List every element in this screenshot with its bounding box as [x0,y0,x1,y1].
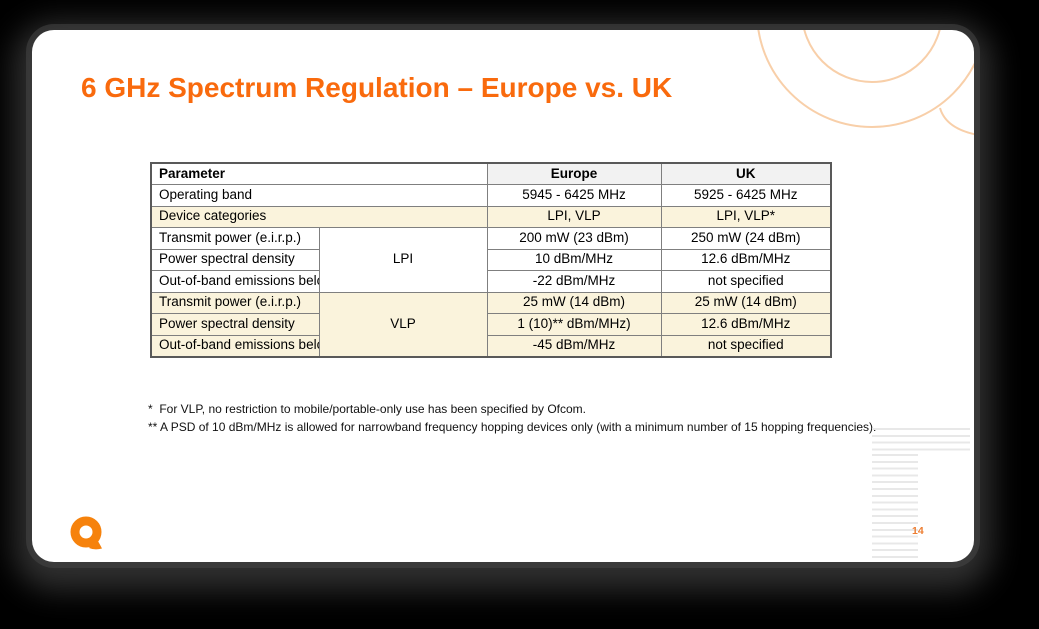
line-pattern-decoration [872,428,970,454]
page-number: 14 [912,525,924,537]
cell-parameter: Device categories [150,205,488,228]
cell-uk: 12.6 dBm/MHz [660,248,832,271]
line-pattern-decoration [872,454,918,560]
footnotes: * For VLP, no restriction to mobile/port… [148,401,876,436]
table-header-row: Parameter Europe UK [150,162,832,185]
footnote-vlp: * For VLP, no restriction to mobile/port… [148,402,587,416]
slide-canvas: 6 GHz Spectrum Regulation – Europe vs. U… [32,30,974,562]
cell-parameter: Transmit power (e.i.r.p.) [150,227,320,250]
cell-europe: 5945 - 6425 MHz [486,184,662,207]
cell-parameter: Operating band [150,184,488,207]
table-row: Transmit power (e.i.r.p.) LPI 200 mW (23… [150,227,832,293]
cell-parameter: Out-of-band emissions below 5935 MHz [150,270,320,293]
table-row: Power spectral density 10 dBm/MHz 12.6 d… [150,248,832,271]
cell-europe: 200 mW (23 dBm) [486,227,662,250]
brand-logo-a-icon [70,516,102,550]
cell-europe: -22 dBm/MHz [486,270,662,293]
table-row: Out-of-band emissions below 5935 MHz -22… [150,270,832,293]
cell-parameter: Out-of-band emissions below 5935 MHz [150,334,320,357]
cell-uk: not specified [660,334,832,357]
cell-uk: 250 mW (24 dBm) [660,227,832,250]
column-header-uk: UK [660,162,832,185]
cell-europe: -45 dBm/MHz [486,334,662,357]
cell-uk: 5925 - 6425 MHz [660,184,832,207]
cell-parameter: Power spectral density [150,313,320,336]
cell-group-lpi: LPI [318,227,488,293]
footnote-psd: ** A PSD of 10 dBm/MHz is allowed for na… [148,419,877,434]
column-header-europe: Europe [486,162,662,185]
cell-europe: 25 mW (14 dBm) [486,291,662,314]
column-header-parameter: Parameter [150,162,488,185]
table-row: Device categories LPI, VLP LPI, VLP* [150,205,832,228]
cell-europe: 1 (10)** dBm/MHz) [486,313,662,336]
cell-parameter: Power spectral density [150,248,320,271]
cell-uk: 12.6 dBm/MHz [660,313,832,336]
page-title: 6 GHz Spectrum Regulation – Europe vs. U… [81,72,673,103]
cell-uk: 25 mW (14 dBm) [660,291,832,314]
table-row: Operating band 5945 - 6425 MHz 5925 - 64… [150,184,832,207]
regulation-table: Parameter Europe UK Operating band 5945 … [150,162,832,358]
cell-parameter: Transmit power (e.i.r.p.) [150,291,320,314]
table-row: Power spectral density 1 (10)** dBm/MHz)… [150,313,832,336]
table-row: Out-of-band emissions below 5935 MHz -45… [150,334,832,357]
table-row: Transmit power (e.i.r.p.) VLP 25 mW (14 … [150,291,832,357]
cell-europe: 10 dBm/MHz [486,248,662,271]
cell-group-vlp: VLP [318,291,488,357]
cell-europe: LPI, VLP [486,205,662,228]
cell-uk: LPI, VLP* [660,205,832,228]
cell-uk: not specified [660,270,832,293]
